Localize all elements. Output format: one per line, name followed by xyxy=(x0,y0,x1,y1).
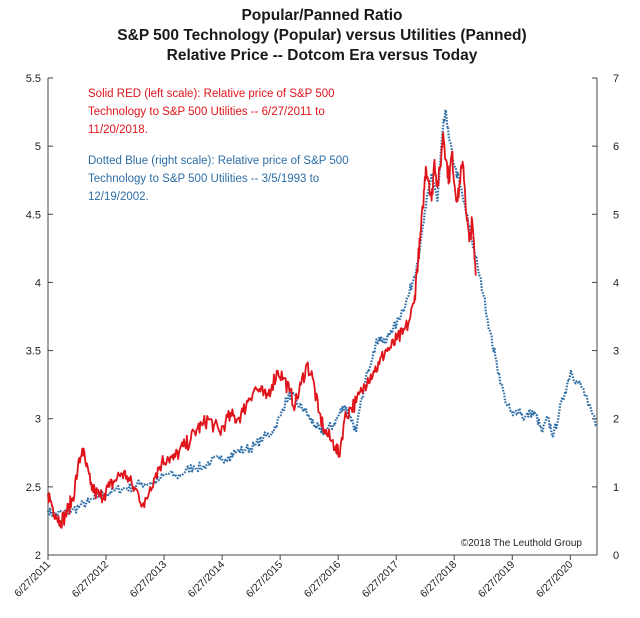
x-axis-tick-label: 6/27/2020 xyxy=(534,559,576,601)
left-axis-tick-label: 4.5 xyxy=(26,209,41,221)
left-axis-tick-label: 4 xyxy=(35,277,41,289)
chart-title-line-2: S&P 500 Technology (Popular) versus Util… xyxy=(117,27,526,44)
blue-annotation-line-1: Dotted Blue (right scale): Relative pric… xyxy=(88,155,349,167)
left-axis-tick-label: 3.5 xyxy=(26,346,41,358)
left-axis-tick-label: 5 xyxy=(35,141,41,153)
left-axis-tick-label: 2 xyxy=(35,550,41,562)
series-dotted-blue-line xyxy=(46,108,598,518)
right-axis-tick-label: 7 xyxy=(613,73,619,85)
left-axis-ticks: 2 2.5 3 3.5 4 4.5 5 5.5 xyxy=(26,73,53,562)
x-axis-ticks: 6/27/2011 6/27/2012 6/27/2013 6/27/2014 6/27… xyxy=(12,555,576,601)
right-axis-tick-label: 1 xyxy=(613,482,619,494)
blue-annotation-line-2: Technology to S&P 500 Utilities -- 3/5/1… xyxy=(88,173,319,185)
x-axis-tick-label: 6/27/2015 xyxy=(244,559,286,601)
x-axis-tick-label: 6/27/2016 xyxy=(302,559,344,601)
x-axis-tick-label: 6/27/2017 xyxy=(360,559,402,601)
left-axis-tick-label: 5.5 xyxy=(26,73,41,85)
right-axis-tick-label: 6 xyxy=(613,141,619,153)
x-axis-tick-label: 6/27/2018 xyxy=(418,559,460,601)
left-axis-tick-label: 3 xyxy=(35,414,41,426)
copyright-text: ©2018 The Leuthold Group xyxy=(461,538,583,549)
left-axis-tick-label: 2.5 xyxy=(26,482,41,494)
right-axis-tick-label: 4 xyxy=(613,277,619,289)
right-axis-tick-label: 5 xyxy=(613,209,619,221)
chart-title-line-1: Popular/Panned Ratio xyxy=(241,7,402,24)
right-axis-tick-label: 3 xyxy=(613,346,619,358)
right-axis-ticks: 0 1 2 3 4 5 6 7 xyxy=(592,73,619,562)
right-axis-tick-label: 0 xyxy=(613,550,619,562)
red-annotation-line-1: Solid RED (left scale): Relative price o… xyxy=(88,88,335,100)
chart-title-line-3: Relative Price -- Dotcom Era versus Toda… xyxy=(167,47,478,64)
x-axis-tick-label: 6/27/2014 xyxy=(186,559,228,601)
x-axis-tick-label: 6/27/2011 xyxy=(12,559,53,600)
blue-annotation-line-3: 12/19/2002. xyxy=(88,191,149,203)
series-solid-red-line xyxy=(47,131,477,529)
right-axis-tick-label: 2 xyxy=(613,414,619,426)
x-axis-tick-label: 6/27/2012 xyxy=(70,559,112,601)
red-annotation-line-3: 11/20/2018. xyxy=(88,124,148,136)
red-annotation-line-2: Technology to S&P 500 Utilities -- 6/27/… xyxy=(88,106,325,118)
x-axis-tick-label: 6/27/2019 xyxy=(476,559,518,601)
x-axis-tick-label: 6/27/2013 xyxy=(128,559,170,601)
